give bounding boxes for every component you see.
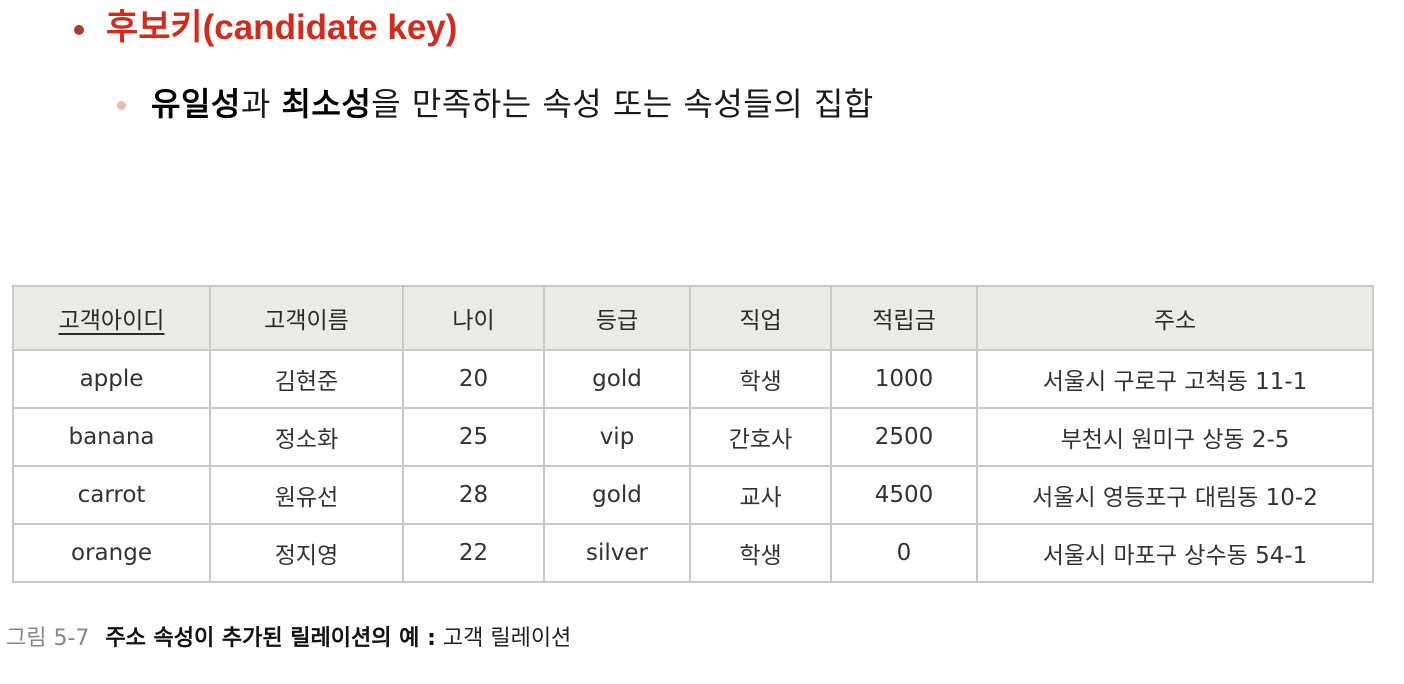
table-cell: silver [543, 523, 691, 583]
table-cell: 서울시 마포구 상수동 54-1 [976, 523, 1374, 583]
column-header-address: 주소 [976, 285, 1374, 351]
table-row: carrot 원유선 28 gold 교사 4500 서울시 영등포구 대림동 … [12, 465, 1374, 525]
table-cell: 학생 [689, 523, 832, 583]
figure-caption: 그림 5-7 주소 속성이 추가된 릴레이션의 예 : 고객 릴레이션 [6, 620, 571, 652]
definition-rest: 을 만족하는 속성 또는 속성들의 집합 [371, 85, 874, 123]
uniqueness-term: 유일성 [151, 85, 241, 123]
table-header-row: 고객아이디 고객이름 나이 등급 직업 적립금 주소 [12, 285, 1374, 351]
table-cell: 4500 [830, 465, 978, 525]
column-header-customer-id: 고객아이디 [12, 285, 211, 351]
table-cell: 1000 [830, 349, 978, 409]
heading-bullet-row: 후보키(candidate key) [74, 6, 457, 50]
bullet-dot [74, 25, 84, 35]
table-row: orange 정지영 22 silver 학생 0 서울시 마포구 상수동 54… [12, 523, 1374, 583]
table-row: banana 정소화 25 vip 간호사 2500 부천시 원미구 상동 2-… [12, 407, 1374, 467]
table-cell: 20 [402, 349, 545, 409]
figure-number: 그림 5-7 [6, 626, 90, 651]
definition-bullet-row: 유일성과 최소성을 만족하는 속성 또는 속성들의 집합 [117, 82, 874, 126]
slide-heading: 후보키(candidate key) [106, 8, 458, 47]
table-cell: 0 [830, 523, 978, 583]
column-header-customer-name: 고객이름 [209, 285, 404, 351]
table-cell: 25 [402, 407, 545, 467]
table-cell: 정소화 [209, 407, 404, 467]
column-header-job: 직업 [689, 285, 832, 351]
table-cell: vip [543, 407, 691, 467]
table-cell: 28 [402, 465, 545, 525]
table-cell: carrot [12, 465, 211, 525]
table-cell: 정지영 [209, 523, 404, 583]
table-cell: 학생 [689, 349, 832, 409]
minimality-term: 최소성 [281, 85, 372, 123]
table-cell: apple [12, 349, 211, 409]
table-cell: 22 [402, 523, 545, 583]
figure-caption-rest: 고객 릴레이션 [435, 626, 572, 651]
table-cell: 원유선 [209, 465, 404, 525]
table-cell: 간호사 [689, 407, 832, 467]
figure-caption-bold: 주소 속성이 추가된 릴레이션의 예 : [105, 626, 436, 651]
table-cell: 서울시 영등포구 대림동 10-2 [976, 465, 1374, 525]
table-cell: gold [543, 349, 691, 409]
table-cell: banana [12, 407, 211, 467]
table-cell: 부천시 원미구 상동 2-5 [976, 407, 1374, 467]
customer-relation-table: 고객아이디 고객이름 나이 등급 직업 적립금 주소 apple 김현준 20 … [12, 285, 1374, 583]
table-cell: orange [12, 523, 211, 583]
definition-text: 유일성과 최소성을 만족하는 속성 또는 속성들의 집합 [151, 82, 874, 126]
table-row: apple 김현준 20 gold 학생 1000 서울시 구로구 고척동 11… [12, 349, 1374, 409]
table-cell: 2500 [830, 407, 978, 467]
table-cell: gold [543, 465, 691, 525]
table-cell: 김현준 [209, 349, 404, 409]
connector-text: 과 [240, 85, 282, 123]
sub-bullet-dot [117, 100, 126, 110]
table-cell: 서울시 구로구 고척동 11-1 [976, 349, 1374, 409]
column-header-points: 적립금 [830, 285, 978, 351]
column-header-age: 나이 [402, 285, 545, 351]
column-header-grade: 등급 [543, 285, 691, 351]
table-cell: 교사 [689, 465, 832, 525]
